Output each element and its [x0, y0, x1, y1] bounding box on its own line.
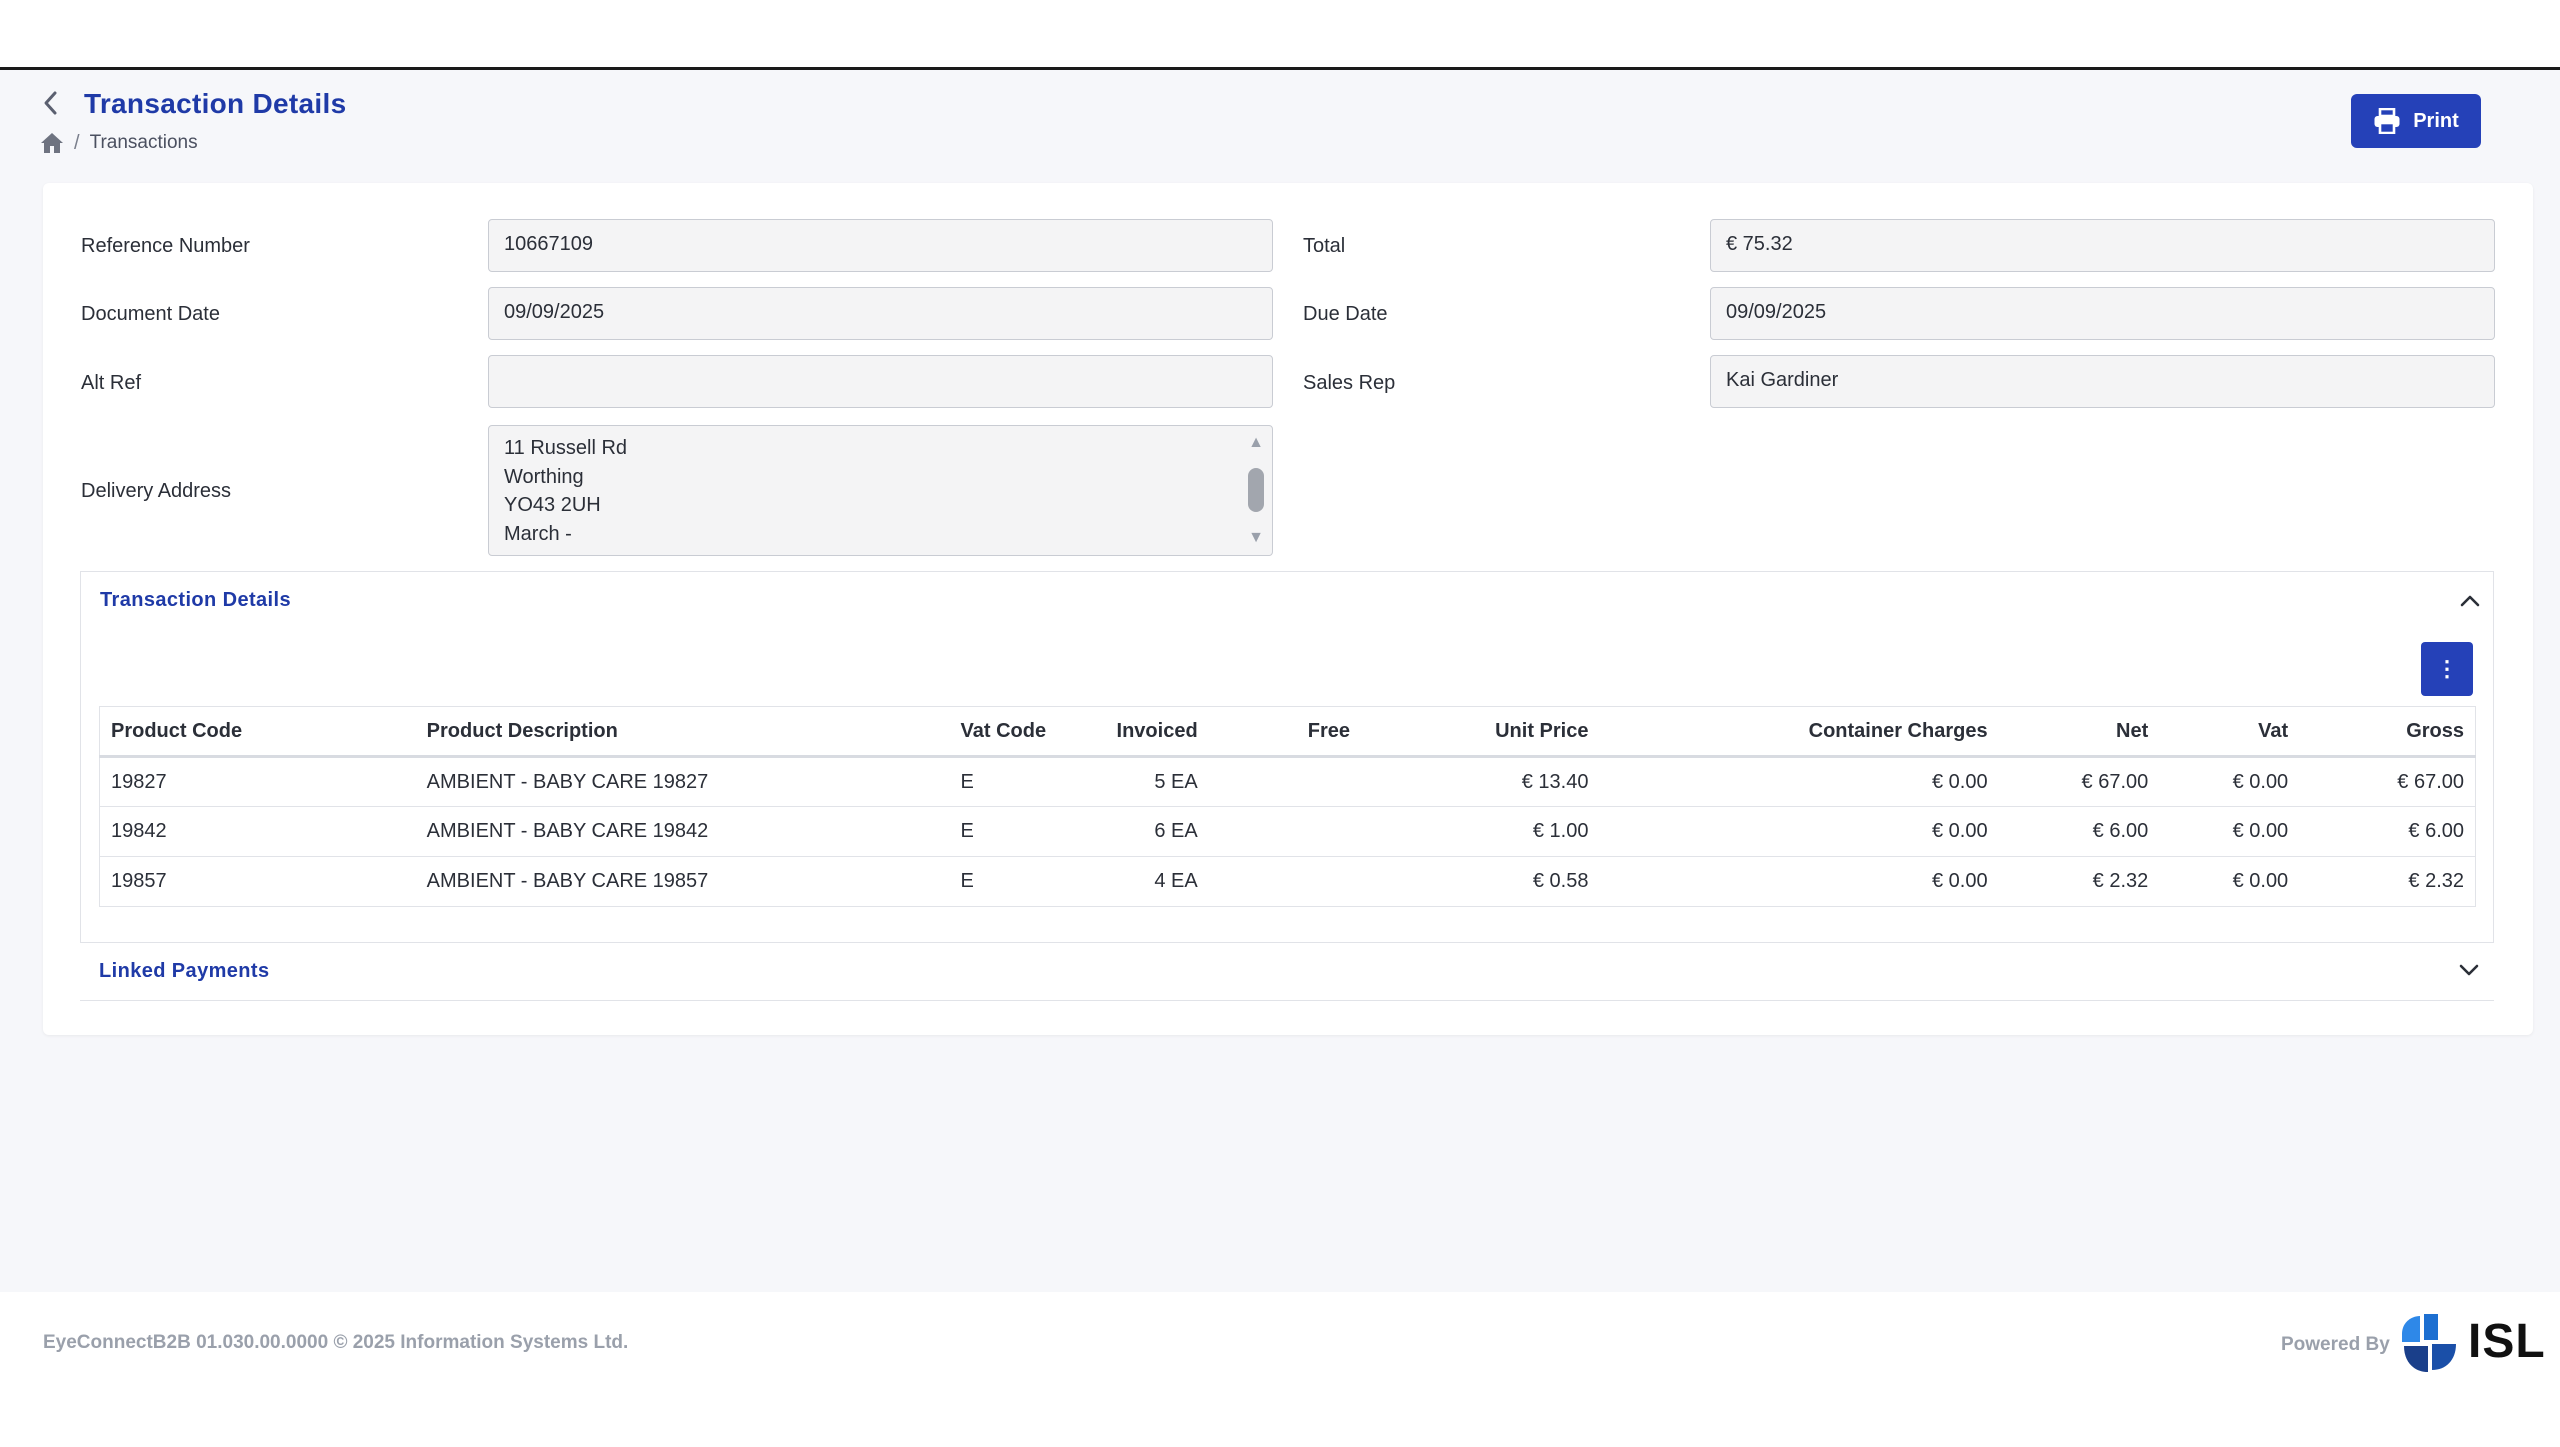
column-header[interactable]: Free: [1208, 706, 1362, 758]
column-header[interactable]: Product Description: [415, 706, 950, 758]
table-cell: € 0.00: [1599, 756, 1999, 807]
print-button[interactable]: Print: [2351, 94, 2481, 148]
column-header[interactable]: Container Charges: [1599, 706, 1999, 758]
table-cell: € 0.00: [1599, 856, 1999, 907]
table-cell: € 0.00: [2159, 856, 2300, 907]
isl-logo-text: ISL: [2468, 1315, 2546, 1368]
more-options-button[interactable]: ⋮: [2421, 642, 2473, 696]
delivery-address-field[interactable]: 11 Russell Rd Worthing YO43 2UH March - …: [488, 425, 1273, 556]
powered-by-text: Powered By: [2281, 1334, 2390, 1355]
column-header[interactable]: Net: [1998, 706, 2160, 758]
printer-icon: [2374, 108, 2400, 134]
table-cell: 19842: [99, 806, 416, 857]
address-line: Worthing: [504, 465, 584, 488]
isl-logo-icon: [2402, 1314, 2456, 1372]
table-cell: E: [949, 806, 1074, 857]
table-row[interactable]: 19857 AMBIENT - BABY CARE 19857 E 4 EA €…: [99, 856, 2476, 907]
table-cell: € 6.00: [1998, 806, 2160, 857]
document-date-label: Document Date: [81, 303, 220, 325]
total-field[interactable]: € 75.32: [1710, 219, 2495, 272]
sales-rep-label: Sales Rep: [1303, 372, 1396, 394]
table-cell: [1208, 806, 1362, 857]
address-line: YO43 2UH: [504, 494, 601, 516]
table-cell: 5 EA: [1073, 756, 1209, 807]
column-header[interactable]: Vat: [2159, 706, 2300, 758]
table-cell: 6 EA: [1073, 806, 1209, 857]
home-icon[interactable]: [40, 132, 64, 154]
column-header[interactable]: Gross: [2299, 706, 2476, 758]
due-date-field[interactable]: 09/09/2025: [1710, 287, 2495, 340]
footer: EyeConnectB2B 01.030.00.0000 © 2025 Info…: [0, 1292, 2560, 1447]
table-cell: € 67.00: [2299, 756, 2476, 807]
table-cell: E: [949, 856, 1074, 907]
chevron-down-icon[interactable]: [2456, 957, 2482, 983]
delivery-address-label: Delivery Address: [81, 480, 232, 502]
breadcrumb-separator: /: [74, 131, 80, 154]
chevron-up-icon[interactable]: [2457, 588, 2483, 614]
table-cell: € 0.00: [1599, 806, 1999, 857]
column-header[interactable]: Vat Code: [949, 706, 1074, 758]
transaction-details-panel: Transaction Details ⋮ Product Code Produ…: [80, 571, 2494, 943]
document-date-field[interactable]: 09/09/2025: [488, 287, 1273, 340]
table-cell: € 2.32: [2299, 856, 2476, 907]
table-cell: 19857: [99, 856, 416, 907]
breadcrumb-item-transactions[interactable]: Transactions: [89, 132, 198, 153]
table-cell: E: [949, 756, 1074, 807]
copyright-text: EyeConnectB2B 01.030.00.0000 © 2025 Info…: [43, 1332, 629, 1353]
due-date-label: Due Date: [1303, 303, 1388, 325]
table-cell: € 0.00: [2159, 806, 2300, 857]
table-cell: € 0.00: [2159, 756, 2300, 807]
scroll-down-arrow-icon[interactable]: ▼: [1248, 529, 1264, 546]
scroll-up-arrow-icon[interactable]: ▲: [1248, 434, 1264, 451]
table-header-row: Product Code Product Description Vat Cod…: [99, 706, 2476, 758]
alt-ref-field[interactable]: [488, 355, 1273, 408]
table-cell: 19827: [99, 756, 416, 807]
sales-rep-field[interactable]: Kai Gardiner: [1710, 355, 2495, 408]
reference-number-field[interactable]: 10667109: [488, 219, 1273, 272]
scrollbar-thumb[interactable]: [1248, 468, 1264, 512]
table-row[interactable]: 19842 AMBIENT - BABY CARE 19842 E 6 EA €…: [99, 806, 2476, 857]
table-cell: € 1.00: [1361, 806, 1600, 857]
table-row[interactable]: 19827 AMBIENT - BABY CARE 19827 E 5 EA €…: [99, 756, 2476, 807]
table-cell: € 67.00: [1998, 756, 2160, 807]
table-cell: [1208, 856, 1362, 907]
total-label: Total: [1303, 235, 1346, 257]
table-cell: 4 EA: [1073, 856, 1209, 907]
column-header[interactable]: Product Code: [99, 706, 416, 758]
reference-number-label: Reference Number: [81, 235, 250, 257]
table-cell: AMBIENT - BABY CARE 19827: [415, 756, 950, 807]
linked-payments-title[interactable]: Linked Payments: [99, 960, 270, 982]
table-cell: € 6.00: [2299, 806, 2476, 857]
back-chevron-icon[interactable]: [40, 88, 62, 118]
transaction-table: Product Code Product Description Vat Cod…: [99, 706, 2476, 907]
address-line: March -: [504, 522, 572, 545]
transaction-details-panel-title[interactable]: Transaction Details: [100, 589, 291, 611]
address-line: 11 Russell Rd: [504, 437, 628, 459]
table-cell: € 0.58: [1361, 856, 1600, 907]
transaction-card: Reference Number 10667109 Document Date …: [43, 183, 2533, 1035]
top-bar: [0, 0, 2560, 70]
print-label: Print: [2413, 109, 2459, 132]
table-cell: € 13.40: [1361, 756, 1600, 807]
column-header[interactable]: Invoiced: [1073, 706, 1209, 758]
page-header: Transaction Details / Transactions Print: [40, 84, 2520, 164]
page-title: Transaction Details: [84, 88, 347, 119]
linked-payments-panel[interactable]: Linked Payments: [80, 943, 2494, 1001]
column-header[interactable]: Unit Price: [1361, 706, 1600, 758]
table-cell: AMBIENT - BABY CARE 19857: [415, 856, 950, 907]
breadcrumb: / Transactions: [40, 128, 198, 158]
table-cell: [1208, 756, 1362, 807]
kebab-icon: ⋮: [2436, 656, 2458, 681]
table-cell: AMBIENT - BABY CARE 19842: [415, 806, 950, 857]
alt-ref-label: Alt Ref: [81, 372, 142, 394]
table-cell: € 2.32: [1998, 856, 2160, 907]
